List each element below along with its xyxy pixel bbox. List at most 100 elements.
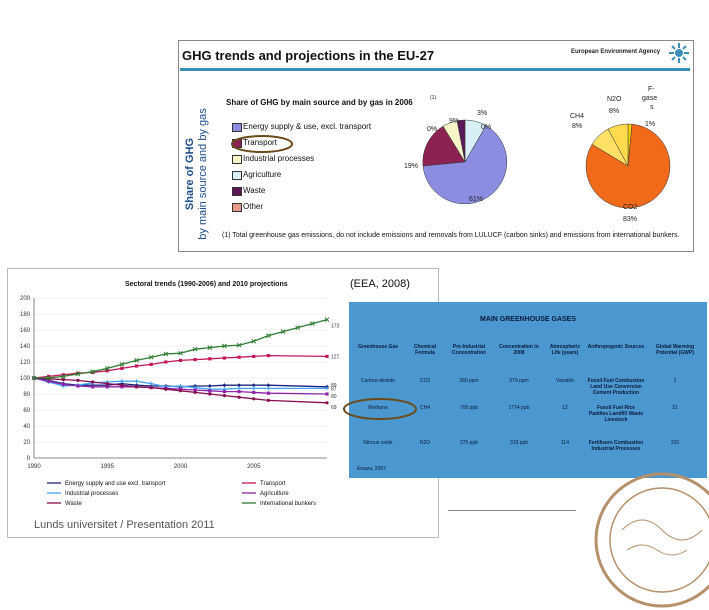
pie2-label-ch4-pct: 8% [572, 123, 583, 130]
table-cell: CO2 [419, 378, 431, 384]
y-tick-label: 80 [23, 392, 30, 398]
x-tick-label: 2000 [174, 464, 188, 470]
data-point [134, 358, 139, 363]
transport-highlight-ellipse [231, 135, 293, 153]
data-point [324, 317, 330, 322]
data-point [46, 375, 52, 381]
presentation-footer: Lunds universitet / Presentation 2011 [34, 519, 215, 531]
data-point [237, 383, 242, 388]
series-line [34, 318, 328, 379]
greenhouse-gas-table: MAIN GREENHOUSE GASES Greenhouse Gas Chem… [349, 302, 707, 478]
agency-name: European Environment Agency [571, 49, 661, 55]
data-point [164, 360, 168, 364]
data-point [47, 379, 51, 383]
table-header-cell: Atmospheric Life (years) [549, 344, 581, 356]
data-point [134, 385, 139, 389]
data-point [75, 371, 81, 377]
table-cell: Carbon-dioxide [361, 378, 395, 384]
legend-swatch [232, 123, 242, 132]
pie2-label-fgase-pct: 1% [645, 121, 656, 128]
data-point [119, 379, 124, 384]
data-point [105, 369, 109, 373]
data-point [295, 325, 301, 330]
data-point [222, 356, 227, 360]
data-point [76, 371, 80, 375]
data-point [251, 383, 256, 388]
data-point [91, 380, 95, 384]
data-point [193, 388, 197, 392]
data-point [207, 345, 213, 350]
data-point [325, 386, 329, 391]
legend-entry: Energy supply and use excl. transport [65, 481, 166, 487]
pie1-label-energy: 61% [469, 196, 484, 203]
table-cell: Variable [556, 378, 574, 384]
share-title-footnote-mark: (1) [430, 95, 437, 101]
data-point [280, 329, 286, 334]
data-point [266, 333, 271, 338]
data-point [163, 351, 169, 357]
data-point [193, 358, 197, 362]
legend-entry: Waste [65, 501, 82, 507]
footer-rule [448, 510, 576, 511]
data-point [237, 386, 242, 391]
table-cell: 280 ppm [459, 378, 479, 384]
pie1-label-other: 0% [427, 126, 438, 133]
footnote: (1) Total greenhouse gas emissions, do n… [222, 232, 680, 239]
end-value-label: 80 [331, 394, 337, 400]
data-point [252, 354, 256, 358]
pie-slice-energy [422, 125, 508, 205]
pie2-label-n2o: N2O [607, 96, 622, 103]
table-cell: Fertilisers Combustion Industrial Proces… [588, 440, 644, 452]
legend-swatch [232, 203, 242, 212]
data-point [193, 390, 197, 394]
side-label-line2: by main source and by gas [197, 108, 209, 240]
legend-entry: Industrial processes [65, 491, 118, 497]
legend-entry: International bunkers [260, 501, 316, 507]
legend-swatch [232, 155, 242, 164]
top-figure-title: GHG trends and projections in the EU-27 [182, 48, 435, 63]
table-header-cell: Anthropogenic Sources [587, 344, 645, 350]
data-point [251, 386, 256, 391]
legend-label: Other [243, 202, 264, 211]
data-point [120, 385, 124, 389]
data-point [31, 375, 37, 381]
data-point [178, 387, 183, 391]
legend-label: Agriculture [243, 170, 282, 179]
y-tick-label: 100 [20, 376, 31, 382]
x-tick-label: 1995 [101, 464, 115, 470]
end-value-label: 69 [331, 405, 337, 411]
data-point [104, 366, 110, 371]
chart-title: Sectoral trends (1990-2006) and 2010 pro… [125, 281, 288, 288]
data-point [237, 395, 241, 399]
data-point [222, 394, 227, 398]
table-header-cell: Pre-Industrial Concentration [452, 344, 486, 356]
pie2-label-fgase2: gase [642, 95, 658, 102]
table-title: MAIN GREENHOUSE GASES [479, 316, 577, 323]
data-point [325, 354, 329, 358]
data-point [164, 387, 168, 391]
series-line [33, 354, 328, 379]
table-header-cell: Global Warming Potential (GWP) [655, 344, 695, 356]
data-point [325, 401, 329, 405]
pie-by-source [422, 119, 508, 205]
pie-slice-transport [422, 125, 466, 167]
data-point [266, 354, 270, 358]
data-point [208, 357, 212, 361]
table-source: Ewaza, 2007 [357, 466, 386, 472]
table-cell: N2O [419, 440, 431, 446]
data-point [266, 391, 270, 395]
end-value-label: 127 [331, 354, 340, 360]
legend-label: Industrial processes [243, 154, 315, 163]
end-value-label: 173 [331, 324, 340, 330]
data-point [134, 364, 139, 368]
data-point [266, 398, 270, 402]
table-cell: 319 ppb [509, 440, 529, 446]
x-tick-label: 1990 [27, 464, 41, 470]
table-cell: Fossil Fuel Combustion Land Use Conversi… [587, 378, 645, 396]
legend-label: Energy supply & use, excl. transport [243, 122, 372, 131]
end-value-label: 87 [331, 386, 337, 392]
data-point [149, 386, 153, 390]
y-tick-label: 120 [20, 360, 31, 366]
data-point [61, 378, 65, 382]
y-tick-label: 140 [20, 344, 31, 350]
